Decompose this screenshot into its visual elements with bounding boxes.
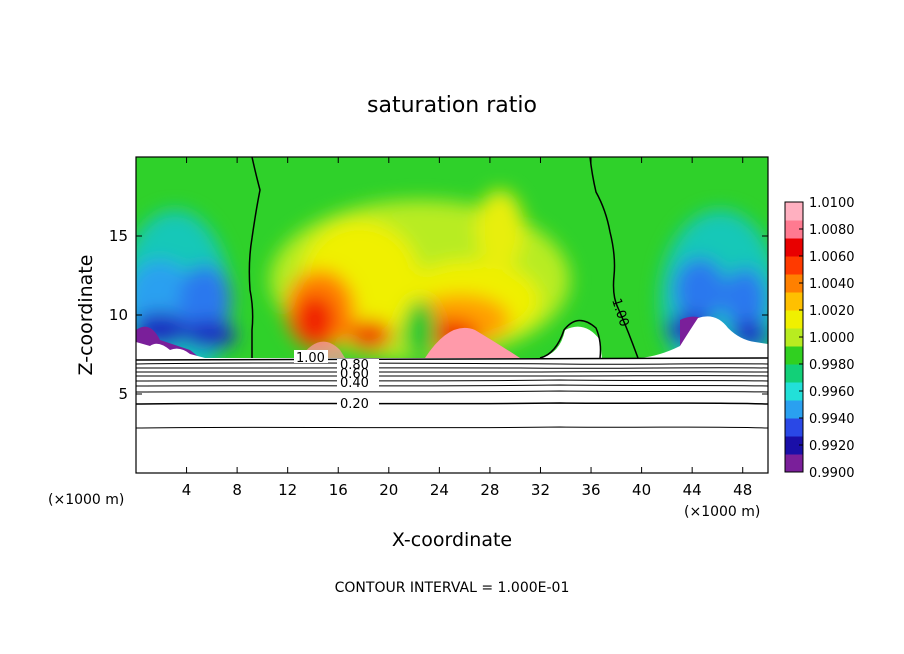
colorbar-tick-label: 0.9900 [809,466,855,481]
x-units-right: (×1000 m) [684,504,760,520]
x-tick-label: 44 [683,481,702,499]
heatmap-field: 1.00 0.80 0.60 0.40 0.20 1.00 [136,157,768,473]
x-tick-label: 48 [733,481,752,499]
contour-loop [539,319,602,359]
x-tick-label: 20 [379,481,398,499]
footnote: CONTOUR INTERVAL = 1.000E-01 [335,580,570,596]
y-axis-label: Z-coordinate [75,255,97,376]
y-tick-label: 5 [118,385,128,403]
x-tick-label: 32 [531,481,550,499]
contour-label: 0.60 [340,367,369,382]
colorbar-swatch [785,328,803,347]
colorbar-tick-label: 1.0000 [809,331,855,346]
contour-label: 1.00 [296,351,325,366]
colorbar-swatch [785,418,803,437]
y-tick-label: 10 [109,306,128,324]
y-tick-label: 15 [109,227,128,245]
chart-title: saturation ratio [367,93,537,118]
x-tick-label: 24 [430,481,449,499]
colorbar-swatch [785,382,803,401]
colorbar-swatch [785,436,803,455]
colorbar-tick-label: 1.0100 [809,196,855,211]
x-axis-ticks: 4 8 12 16 20 24 28 32 36 40 44 48 [182,157,752,499]
contour-line-right [589,157,639,359]
colorbar-swatch [785,454,803,473]
colorbar-tick-label: 0.9960 [809,385,855,400]
x-tick-label: 12 [278,481,297,499]
colorbar-swatch [785,256,803,275]
contour-lines-field [248,157,639,359]
colorbar-swatch [785,400,803,419]
colorbar-tick-label: 1.0060 [809,250,855,265]
colorbar-tick-label: 0.9920 [809,439,855,454]
colorbar-swatch [785,238,803,257]
colorbar-tick-label: 0.9940 [809,412,855,427]
x-units-left: (×1000 m) [48,492,124,508]
colorbar-swatch [785,364,803,383]
contour-label: 0.80 [340,358,369,373]
colorbar-tick-label: 1.0080 [809,223,855,238]
colorbar-swatch [785,202,803,221]
x-tick-label: 8 [232,481,242,499]
colorbar: 1.0100 1.0080 1.0060 1.0040 1.0020 1.0000 0.99… [784,196,855,481]
colorbar-swatch [785,346,803,365]
x-tick-label: 36 [581,481,600,499]
colorbar-tick-label: 1.0040 [809,277,855,292]
contour-label: 0.40 [340,376,369,391]
x-tick-label: 16 [329,481,348,499]
color-blobs [136,190,768,390]
colorbar-swatch [785,292,803,311]
x-tick-label: 4 [182,481,192,499]
contour-lines-lower [136,357,768,429]
contour-labels: 1.00 0.80 0.60 0.40 0.20 1.00 [294,297,631,412]
y-axis-ticks: 5 10 15 [109,227,768,403]
contour-line-left [248,157,261,358]
colorbar-swatch [785,274,803,293]
colorbar-tick-label: 1.0020 [809,304,855,319]
colorbar-swatch [785,220,803,239]
contour-label: 0.20 [340,397,369,412]
x-tick-label: 40 [632,481,651,499]
colorbar-tick-label: 0.9980 [809,358,855,373]
x-axis-label: X-coordinate [392,529,512,551]
colorbar-swatch [785,310,803,329]
terrain-mask [136,316,768,473]
x-tick-label: 28 [480,481,499,499]
